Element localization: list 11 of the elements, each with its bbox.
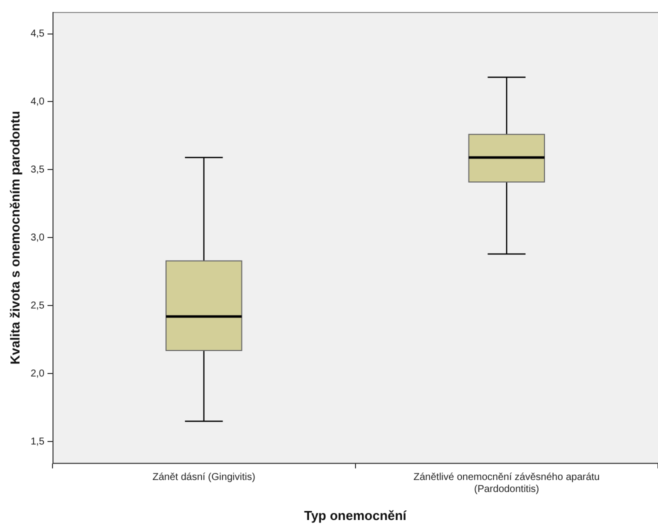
x-tick-label: Zánět dásní (Gingivitis)	[152, 472, 256, 484]
x-axis-title: Typ onemocnění	[304, 508, 407, 523]
y-tick-label: 4,0	[30, 96, 45, 108]
x-tick-label: Zánětlivé onemocnění závěsného aparátu (Pardodontitis)	[414, 472, 600, 496]
y-tick-label: 1,5	[30, 436, 45, 448]
y-tick-label: 4,5	[30, 28, 45, 40]
y-tick-label: 3,0	[30, 232, 45, 244]
y-tick-label: 3,5	[30, 164, 45, 176]
y-tick-label: 2,0	[30, 368, 45, 380]
y-axis-title: Kvalita života s onemocněním parodontu	[7, 110, 22, 364]
y-tick-label: 2,5	[30, 300, 45, 312]
